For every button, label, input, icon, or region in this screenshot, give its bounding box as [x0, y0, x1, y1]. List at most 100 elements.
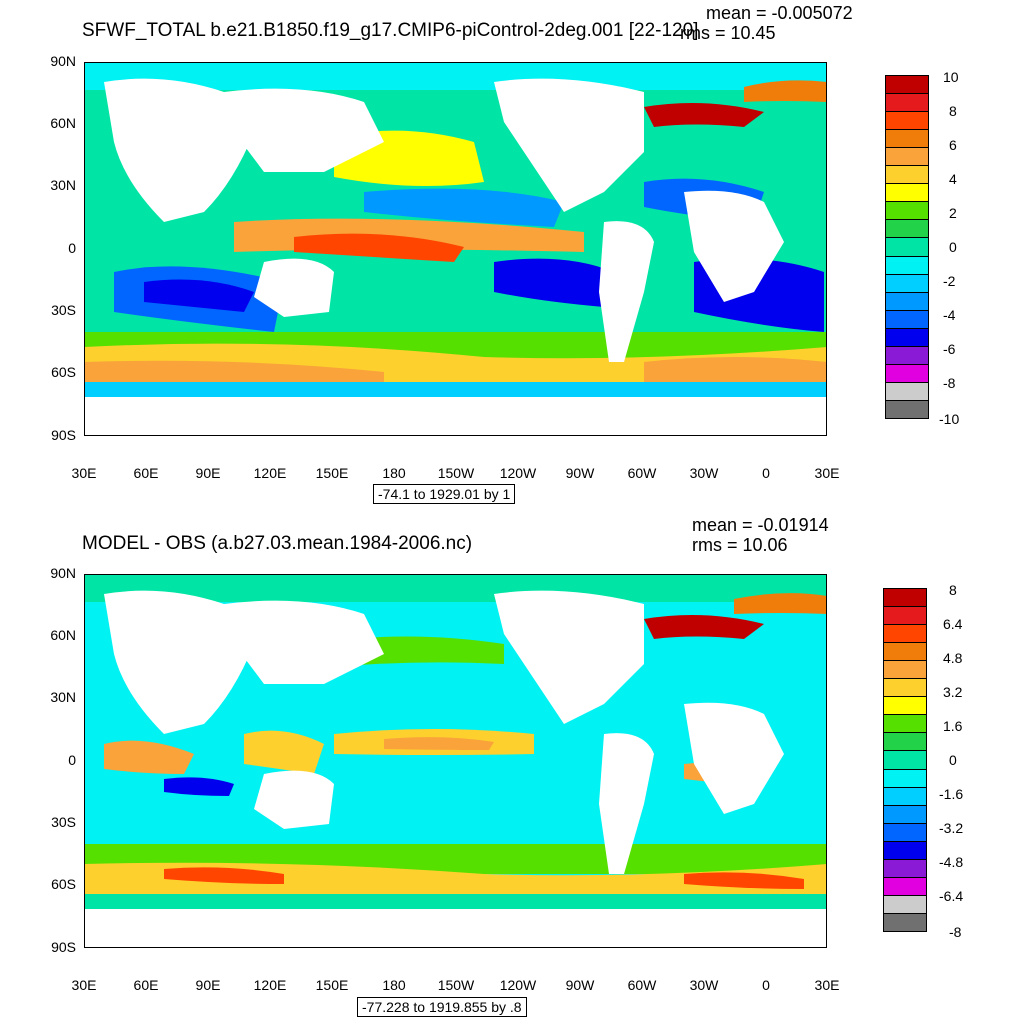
colorbar-label: 10 — [943, 69, 959, 85]
lon-label: 60E — [133, 977, 159, 993]
lon-label: 0 — [762, 977, 770, 993]
lon-label: 90E — [195, 465, 221, 481]
colorbar-swatch — [883, 660, 927, 680]
lon-label: 60W — [627, 465, 657, 481]
lon-label: 0 — [762, 465, 770, 481]
colorbar-swatch — [885, 93, 929, 113]
land-north-america — [494, 590, 644, 724]
lon-label: 150E — [315, 465, 349, 481]
lon-label: 180 — [382, 977, 406, 993]
lat-label: 30N — [50, 177, 76, 193]
colorbar-swatch — [883, 804, 927, 824]
lat-label: 90N — [50, 53, 76, 69]
colorbar-swatch — [883, 750, 927, 770]
indian-orange — [104, 740, 194, 774]
panel-model-minus-obs: MODEL - OBS (a.b27.03.mean.1984-2006.nc)… — [0, 512, 1024, 1024]
lon-label: 120W — [499, 977, 537, 993]
colorbar-label: 8 — [949, 103, 957, 119]
lon-label: 90W — [565, 977, 595, 993]
mean-value: mean = -0.01914 — [692, 515, 829, 535]
land-africa — [684, 190, 784, 302]
land-africa — [684, 702, 784, 814]
land-south-america — [599, 221, 654, 362]
lon-label: 120E — [253, 465, 287, 481]
lat-label: 60N — [50, 627, 76, 643]
colorbar-swatch — [885, 399, 929, 419]
lat-label: 30N — [50, 689, 76, 705]
colorbar-swatch — [883, 678, 927, 698]
southern-orange-atlantic — [644, 357, 827, 382]
stats-block: mean = -0.005072 rms = 10.45 — [680, 3, 853, 43]
lon-label: 180 — [382, 465, 406, 481]
lat-label: 90S — [51, 939, 76, 955]
lon-label: 150W — [437, 977, 475, 993]
colorbar-swatch — [885, 129, 929, 149]
itcz-core — [294, 233, 464, 262]
arctic-band — [84, 62, 827, 90]
n-atlantic-red — [644, 615, 764, 639]
colorbar-swatch — [883, 822, 927, 842]
mean-value: mean = -0.005072 — [706, 3, 853, 23]
colorbar-label: -4.8 — [939, 854, 964, 870]
land-south-america — [599, 733, 654, 874]
colorbar-swatch — [883, 588, 927, 608]
panel-title: SFWF_TOTAL b.e21.B1850.f19_g17.CMIP6-piC… — [82, 20, 699, 41]
colorbar-swatch — [885, 291, 929, 311]
lon-label: 120W — [499, 465, 537, 481]
southern-red-atlantic — [684, 872, 804, 889]
colorbar-label: 3.2 — [943, 684, 963, 700]
lon-label: 30E — [71, 977, 97, 993]
lon-label: 30W — [689, 977, 719, 993]
arctic-band — [84, 574, 827, 602]
lon-label: 60W — [627, 977, 657, 993]
map-frame — [84, 574, 827, 948]
lon-label: 30E — [71, 465, 97, 481]
colorbar-label: 4 — [949, 171, 957, 187]
lat-label: 90N — [50, 565, 76, 581]
rms-value: rms = 10.45 — [680, 23, 776, 43]
colorbar: 8 6.4 4.8 3.2 1.6 0 -1.6 -3.2 -4.8 -6.4 … — [883, 582, 1013, 940]
colorbar-swatch — [885, 273, 929, 293]
colorbar-swatch — [883, 876, 927, 896]
colorbar-swatch — [885, 381, 929, 401]
land-north-america — [494, 78, 644, 213]
nordic-orange — [744, 80, 827, 102]
colorbar-swatch — [883, 858, 927, 878]
colorbar-swatch — [883, 714, 927, 734]
colorbar-swatch — [885, 309, 929, 329]
colorbar-swatch — [883, 624, 927, 644]
se-pacific-blue — [494, 258, 614, 307]
lon-label: 150W — [437, 465, 475, 481]
colorbar-label: -10 — [939, 411, 960, 427]
indian-blue — [164, 777, 234, 796]
colorbar-swatch — [885, 183, 929, 203]
colorbar-label: -2 — [943, 273, 956, 289]
stats-block: mean = -0.01914 rms = 10.06 — [692, 515, 829, 555]
colorbar-swatch — [883, 894, 927, 914]
lon-label: 90W — [565, 465, 595, 481]
colorbar-label: -6 — [943, 341, 956, 357]
colorbar-swatch — [883, 696, 927, 716]
panel-title: MODEL - OBS (a.b27.03.mean.1984-2006.nc) — [82, 533, 473, 554]
n-atlantic-red — [644, 103, 764, 127]
eq-pacific-orange — [384, 737, 494, 750]
colorbar-swatch — [885, 255, 929, 275]
land-antarctica — [84, 909, 827, 948]
range-note: -77.228 to 1919.855 by .8 — [357, 997, 527, 1017]
lat-label: 0 — [68, 240, 76, 256]
colorbar-label: 1.6 — [943, 718, 963, 734]
lon-label: 120E — [253, 977, 287, 993]
lat-label: 30S — [51, 814, 76, 830]
colorbar-swatch — [885, 237, 929, 257]
lon-label: 30W — [689, 465, 719, 481]
colorbar-label: -1.6 — [939, 786, 964, 802]
n-pacific-blue — [364, 188, 564, 227]
ocean-field-map — [84, 574, 827, 948]
colorbar-label: 6.4 — [943, 616, 963, 632]
colorbar-label: -3.2 — [939, 820, 964, 836]
range-note: -74.1 to 1929.01 by 1 — [373, 484, 516, 504]
ocean-field-map — [84, 62, 827, 436]
lon-label: 60E — [133, 465, 159, 481]
colorbar-swatch — [885, 111, 929, 131]
colorbar-swatch — [883, 912, 927, 932]
